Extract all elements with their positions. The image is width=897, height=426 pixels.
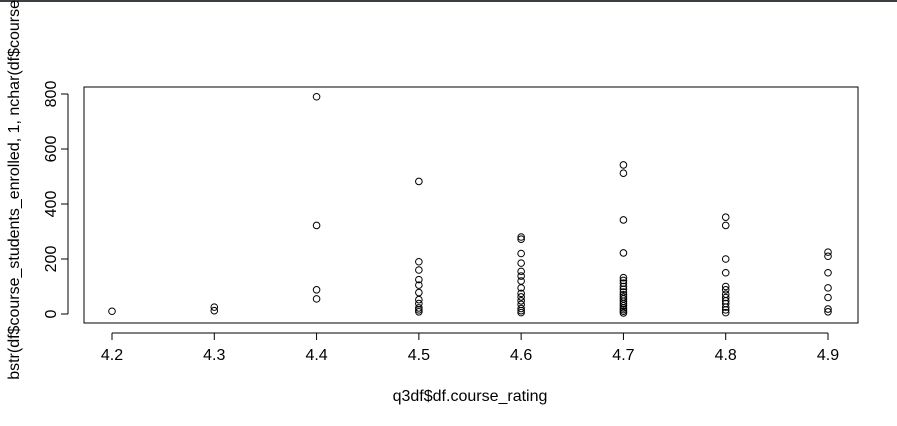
data-point bbox=[721, 290, 730, 299]
data-point bbox=[721, 308, 730, 317]
data-point bbox=[619, 293, 628, 301]
data-point bbox=[721, 221, 730, 230]
data-point bbox=[517, 267, 525, 276]
data-points bbox=[108, 92, 832, 317]
x-axis: 4.2 4.3 4.4 4.5 4.6 4.7 4.8 4.9 bbox=[101, 332, 839, 364]
data-point bbox=[824, 252, 832, 261]
data-point bbox=[721, 213, 730, 221]
data-point bbox=[415, 275, 423, 284]
data-point bbox=[517, 304, 525, 313]
data-point bbox=[619, 285, 628, 294]
data-point bbox=[824, 284, 832, 292]
data-point bbox=[824, 268, 832, 277]
data-point bbox=[415, 304, 423, 312]
data-point bbox=[517, 233, 525, 241]
data-point bbox=[721, 282, 730, 291]
x-tick-label: 4.2 bbox=[101, 347, 123, 364]
data-point bbox=[721, 268, 730, 277]
data-point bbox=[517, 289, 525, 298]
data-point bbox=[619, 161, 628, 169]
data-point bbox=[108, 307, 116, 316]
data-point bbox=[619, 169, 628, 177]
y-axis-label: bstr(df$course_students_enrolled, 1, nch… bbox=[6, 0, 23, 380]
data-point bbox=[721, 255, 730, 263]
y-tick-label: 400 bbox=[43, 191, 60, 218]
data-point bbox=[517, 249, 525, 258]
x-tick-label: 4.8 bbox=[715, 347, 737, 364]
data-point bbox=[824, 293, 832, 302]
data-point bbox=[517, 235, 525, 243]
y-tick-label: 0 bbox=[43, 309, 60, 318]
window-top-border bbox=[0, 0, 897, 2]
data-point bbox=[415, 257, 423, 266]
y-axis: 0 200 400 600 800 bbox=[43, 81, 69, 318]
data-point bbox=[312, 295, 321, 303]
data-point bbox=[210, 303, 219, 311]
data-point bbox=[517, 277, 525, 285]
x-tick-label: 4.7 bbox=[612, 347, 634, 364]
data-point bbox=[721, 286, 730, 294]
data-point bbox=[721, 293, 730, 302]
data-point bbox=[517, 297, 525, 305]
data-point bbox=[415, 308, 423, 316]
data-point bbox=[824, 305, 832, 313]
data-point bbox=[415, 281, 423, 289]
data-point bbox=[824, 248, 832, 256]
data-point bbox=[210, 306, 219, 315]
data-point bbox=[415, 288, 423, 297]
x-tick-label: 4.9 bbox=[817, 347, 839, 364]
data-point bbox=[415, 177, 423, 186]
data-point bbox=[619, 282, 628, 291]
y-tick-label: 200 bbox=[43, 246, 60, 273]
data-point bbox=[415, 299, 423, 308]
data-point bbox=[619, 273, 628, 282]
x-tick-label: 4.3 bbox=[203, 347, 225, 364]
data-point bbox=[517, 308, 525, 317]
plot-box bbox=[83, 86, 859, 324]
data-point bbox=[517, 272, 525, 280]
y-tick-label: 800 bbox=[43, 81, 60, 108]
x-tick-label: 4.4 bbox=[305, 347, 327, 364]
x-tick-label: 4.5 bbox=[408, 347, 430, 364]
data-point bbox=[619, 216, 628, 224]
x-tick-label: 4.6 bbox=[510, 347, 532, 364]
data-point bbox=[824, 308, 832, 316]
y-tick-label: 600 bbox=[43, 136, 60, 163]
x-axis-label: q3df$df.course_rating bbox=[393, 388, 548, 405]
data-point bbox=[312, 286, 321, 294]
data-point bbox=[619, 249, 628, 257]
data-point bbox=[312, 92, 321, 101]
data-point bbox=[415, 295, 423, 304]
data-point bbox=[312, 221, 321, 230]
data-point bbox=[619, 290, 628, 299]
data-point bbox=[619, 288, 628, 296]
data-point bbox=[517, 300, 525, 309]
data-point bbox=[721, 299, 730, 308]
data-point bbox=[517, 293, 525, 301]
data-point bbox=[619, 276, 628, 285]
data-point bbox=[517, 259, 525, 267]
data-point bbox=[619, 279, 628, 288]
data-point bbox=[415, 266, 423, 274]
